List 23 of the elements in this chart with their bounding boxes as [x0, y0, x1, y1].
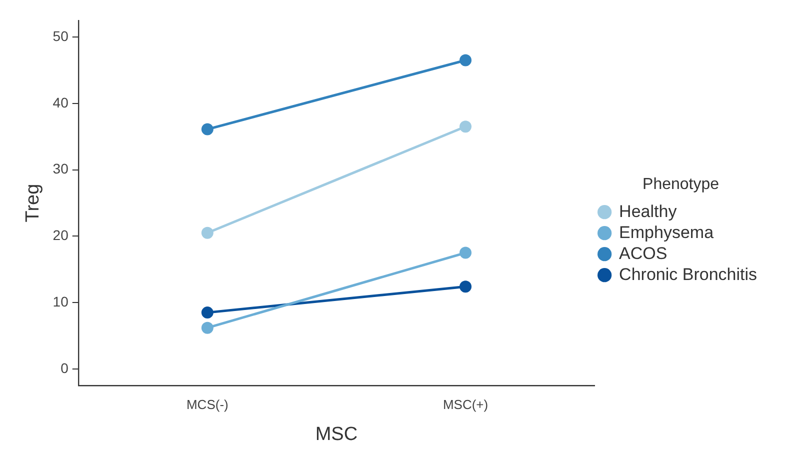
point	[201, 123, 214, 136]
y-tick-label: 50	[52, 28, 69, 44]
y-tick-label: 30	[52, 160, 69, 177]
legend-title: Phenotype	[642, 176, 720, 193]
x-tick-label: MSC(+)	[442, 396, 488, 412]
point	[460, 120, 472, 133]
y-tick-label: 20	[52, 227, 69, 244]
x-axis-title: MSC	[315, 424, 358, 445]
y-tick-label: 10	[52, 293, 69, 310]
legend-label: Chronic Bronchitis	[619, 264, 758, 284]
point	[201, 322, 214, 334]
y-tick-label: 40	[52, 94, 69, 110]
legend-label: Emphysema	[619, 222, 714, 242]
x-tick-label: MCS(-)	[186, 396, 228, 412]
point	[460, 280, 472, 293]
point	[201, 306, 214, 319]
y-axis-title: Treg	[22, 184, 44, 222]
point	[460, 246, 472, 259]
legend-label: Healthy	[619, 202, 678, 221]
point	[201, 226, 214, 239]
point	[460, 54, 472, 66]
legend-label: ACOS	[619, 244, 668, 263]
y-tick-label: 0	[60, 360, 69, 376]
